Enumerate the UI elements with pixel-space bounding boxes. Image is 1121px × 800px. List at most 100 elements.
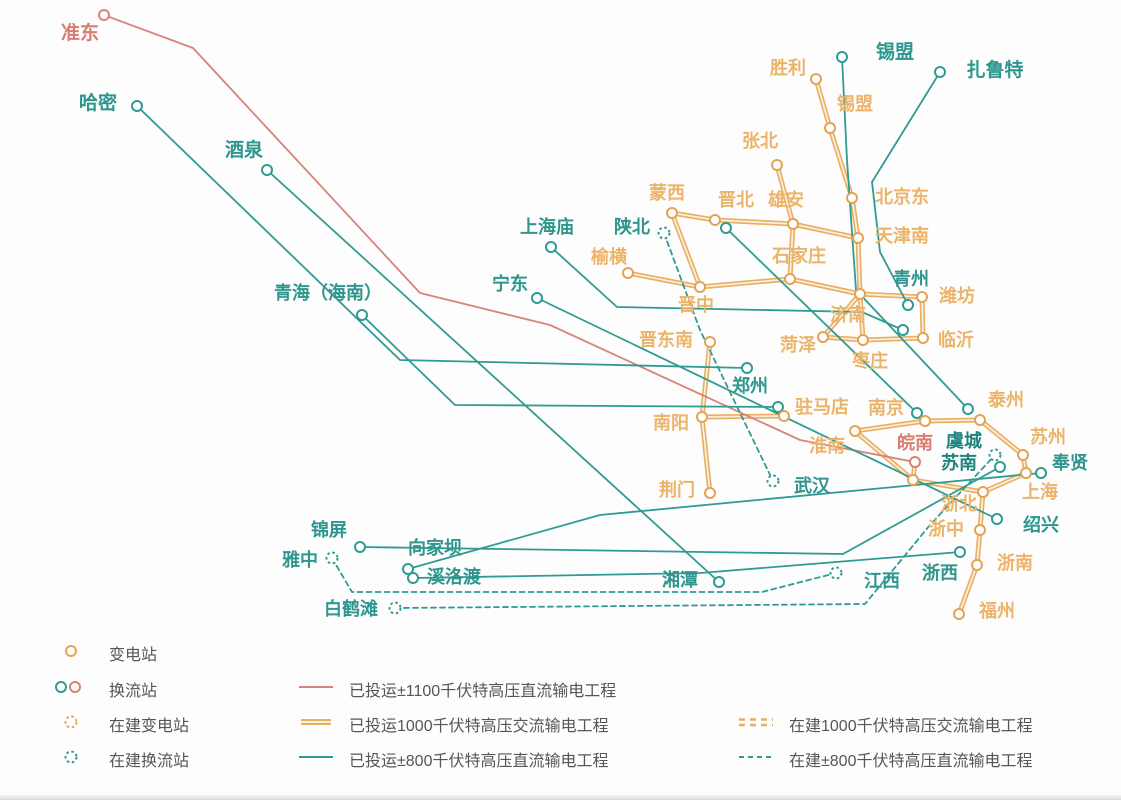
line-heze-zaozhuang-inner: [822, 336, 864, 341]
line-shengli-ximeng-inner: [815, 78, 831, 129]
node-shanghaimiao: [545, 241, 557, 253]
node-weifang: [916, 291, 928, 303]
legend-station-converter-label: 换流站: [109, 683, 158, 700]
line-jinan-heze-inner: [822, 293, 861, 338]
station-label-上海庙-5: 上海庙: [520, 216, 574, 237]
legend-station-converter-under-construction-label: 在建换流站: [109, 753, 190, 770]
station-label-绍兴-35: 绍兴: [1023, 514, 1059, 535]
station-label-锦屏-49: 锦屏: [311, 519, 347, 540]
node-wuhan: [766, 474, 780, 488]
node-xiongan: [787, 218, 799, 230]
station-label-济南-24: 济南: [830, 304, 866, 325]
station-label-南阳-29: 南阳: [653, 412, 689, 433]
legend-line-dc800-built: 已投运±800千伏特高压直流输电工程: [297, 749, 608, 770]
station-label-湘潭-47: 湘潭: [662, 569, 698, 590]
station-label-菏泽-25: 菏泽: [780, 334, 816, 355]
node-zhexi: [954, 546, 966, 558]
node-heze: [817, 331, 829, 343]
node-beijingdong: [846, 192, 858, 204]
station-label-天津南-17: 天津南: [875, 225, 929, 246]
station-label-奉贤-33: 奉贤: [1051, 452, 1088, 473]
station-label-青州-19: 青州: [893, 269, 929, 289]
node-linyi-dc: [897, 324, 909, 336]
node-wannan-ac: [907, 474, 919, 486]
station-label-福州-44: 福州: [978, 600, 1015, 621]
node-shaanbei: [657, 226, 671, 240]
line-shanghaimiao-linyi: [550, 246, 904, 331]
node-jinan: [854, 288, 866, 300]
node-zhalute: [934, 66, 946, 78]
line-jinzhong-shijiazhuang-inner: [699, 278, 791, 288]
node-suzhou: [1017, 449, 1029, 461]
node-jingmen: [704, 487, 716, 499]
node-yazhong: [325, 551, 339, 565]
station-label-酒泉-2: 酒泉: [225, 138, 264, 161]
station-label-陕北-6: 陕北: [614, 216, 650, 237]
station-label-张北-11: 张北: [742, 131, 778, 151]
node-zhumadian-dc: [772, 401, 784, 413]
node-shanghai-ac: [1020, 467, 1032, 479]
node-mengxi: [666, 207, 678, 219]
legend-line-ac1000-under-construction: 在建1000千伏特高压交流输电工程: [737, 714, 1033, 735]
station-label-哈密-1: 哈密: [79, 91, 117, 114]
node-jinzhong: [694, 281, 706, 293]
node-shijiazhuang: [784, 273, 796, 285]
station-label-扎鲁特-15: 扎鲁特: [966, 58, 1023, 81]
line-jinan-zaozhuang-inner: [859, 293, 864, 341]
node-zhangbei: [771, 159, 783, 171]
line-qinghai-zhumadian: [361, 314, 779, 408]
station-label-晋中-22: 晋中: [678, 294, 714, 315]
node-fuzhou: [953, 608, 965, 620]
line-yuheng-jinzhong-inner: [627, 272, 701, 288]
legend-line-ac1000-built-swatch: [297, 715, 335, 734]
station-label-淮南-36: 淮南: [809, 435, 845, 456]
node-huainan: [849, 425, 861, 437]
line-shaanbei-wuhan: [663, 232, 774, 482]
station-label-晋东南-23: 晋东南: [639, 329, 693, 350]
node-zhumadian-ac: [778, 410, 790, 422]
legend-line-dc800-under-construction: 在建±800千伏特高压直流输电工程: [737, 749, 1033, 770]
node-ningdong: [531, 292, 543, 304]
line-jinan-weifang-inner: [859, 293, 923, 298]
line-xiluodu-zhexi: [412, 551, 961, 579]
legend-station-converter-under-construction: 在建换流站: [55, 748, 190, 771]
station-label-蒙西-8: 蒙西: [649, 183, 685, 203]
line-xiangjiaba-fengxian: [407, 472, 1042, 570]
station-label-上海-34: 上海: [1022, 481, 1058, 502]
legend-line-ac1000-under-construction-swatch: [737, 715, 775, 734]
node-shengli: [810, 73, 822, 85]
line-zaozhuang-linyi-inner: [862, 337, 924, 341]
node-qingzhou: [902, 299, 914, 311]
node-wannan: [909, 456, 921, 468]
legend-line-dc800-under-construction-label: 在建±800千伏特高压直流输电工程: [789, 753, 1033, 770]
legend-line-dc800-built-swatch: [297, 750, 335, 769]
node-sunan: [994, 461, 1006, 473]
station-label-胜利-12: 胜利: [770, 57, 806, 78]
node-jindongnan: [704, 336, 716, 348]
line-mengxi-jinbei-xiongan-tianjinnan-inner: [671, 212, 859, 239]
legend-station-converter-under-construction-swatch: [55, 748, 95, 771]
page-bottom-shade: [0, 795, 1121, 800]
line-jinbei-nanjing: [725, 227, 918, 414]
node-xiangtan: [713, 576, 725, 588]
node-qinghai-hainan: [356, 309, 368, 321]
legend-line-ac1000-built: 已投运1000千伏特高压交流输电工程: [297, 714, 609, 735]
node-hami: [131, 100, 143, 112]
node-shaoxing: [991, 513, 1003, 525]
node-linyi-ac: [917, 332, 929, 344]
legend-line-dc800-under-construction-swatch: [737, 750, 775, 769]
legend-line-dc1100-built-label: 已投运±1100千伏特高压直流输电工程: [349, 683, 617, 700]
line-zhundong-wannan: [103, 14, 916, 463]
legend-station-substation-under-construction: 在建变电站: [55, 714, 189, 735]
node-nanjing-ac: [919, 415, 931, 427]
legend-station-substation-label: 变电站: [109, 647, 158, 664]
line-weifang-linyi-inner: [921, 296, 924, 339]
line-mengxi-jinzhong-inner: [671, 212, 701, 288]
node-zhenan: [971, 559, 983, 571]
node-nanjing-dc: [911, 407, 923, 419]
station-label-皖南-37: 皖南: [897, 432, 933, 453]
station-label-青海（海南）-3: 青海（海南）: [274, 282, 382, 303]
node-zaozhuang: [857, 334, 869, 346]
station-label-浙北-40: 浙北: [941, 493, 977, 514]
station-label-浙南-43: 浙南: [997, 552, 1033, 573]
